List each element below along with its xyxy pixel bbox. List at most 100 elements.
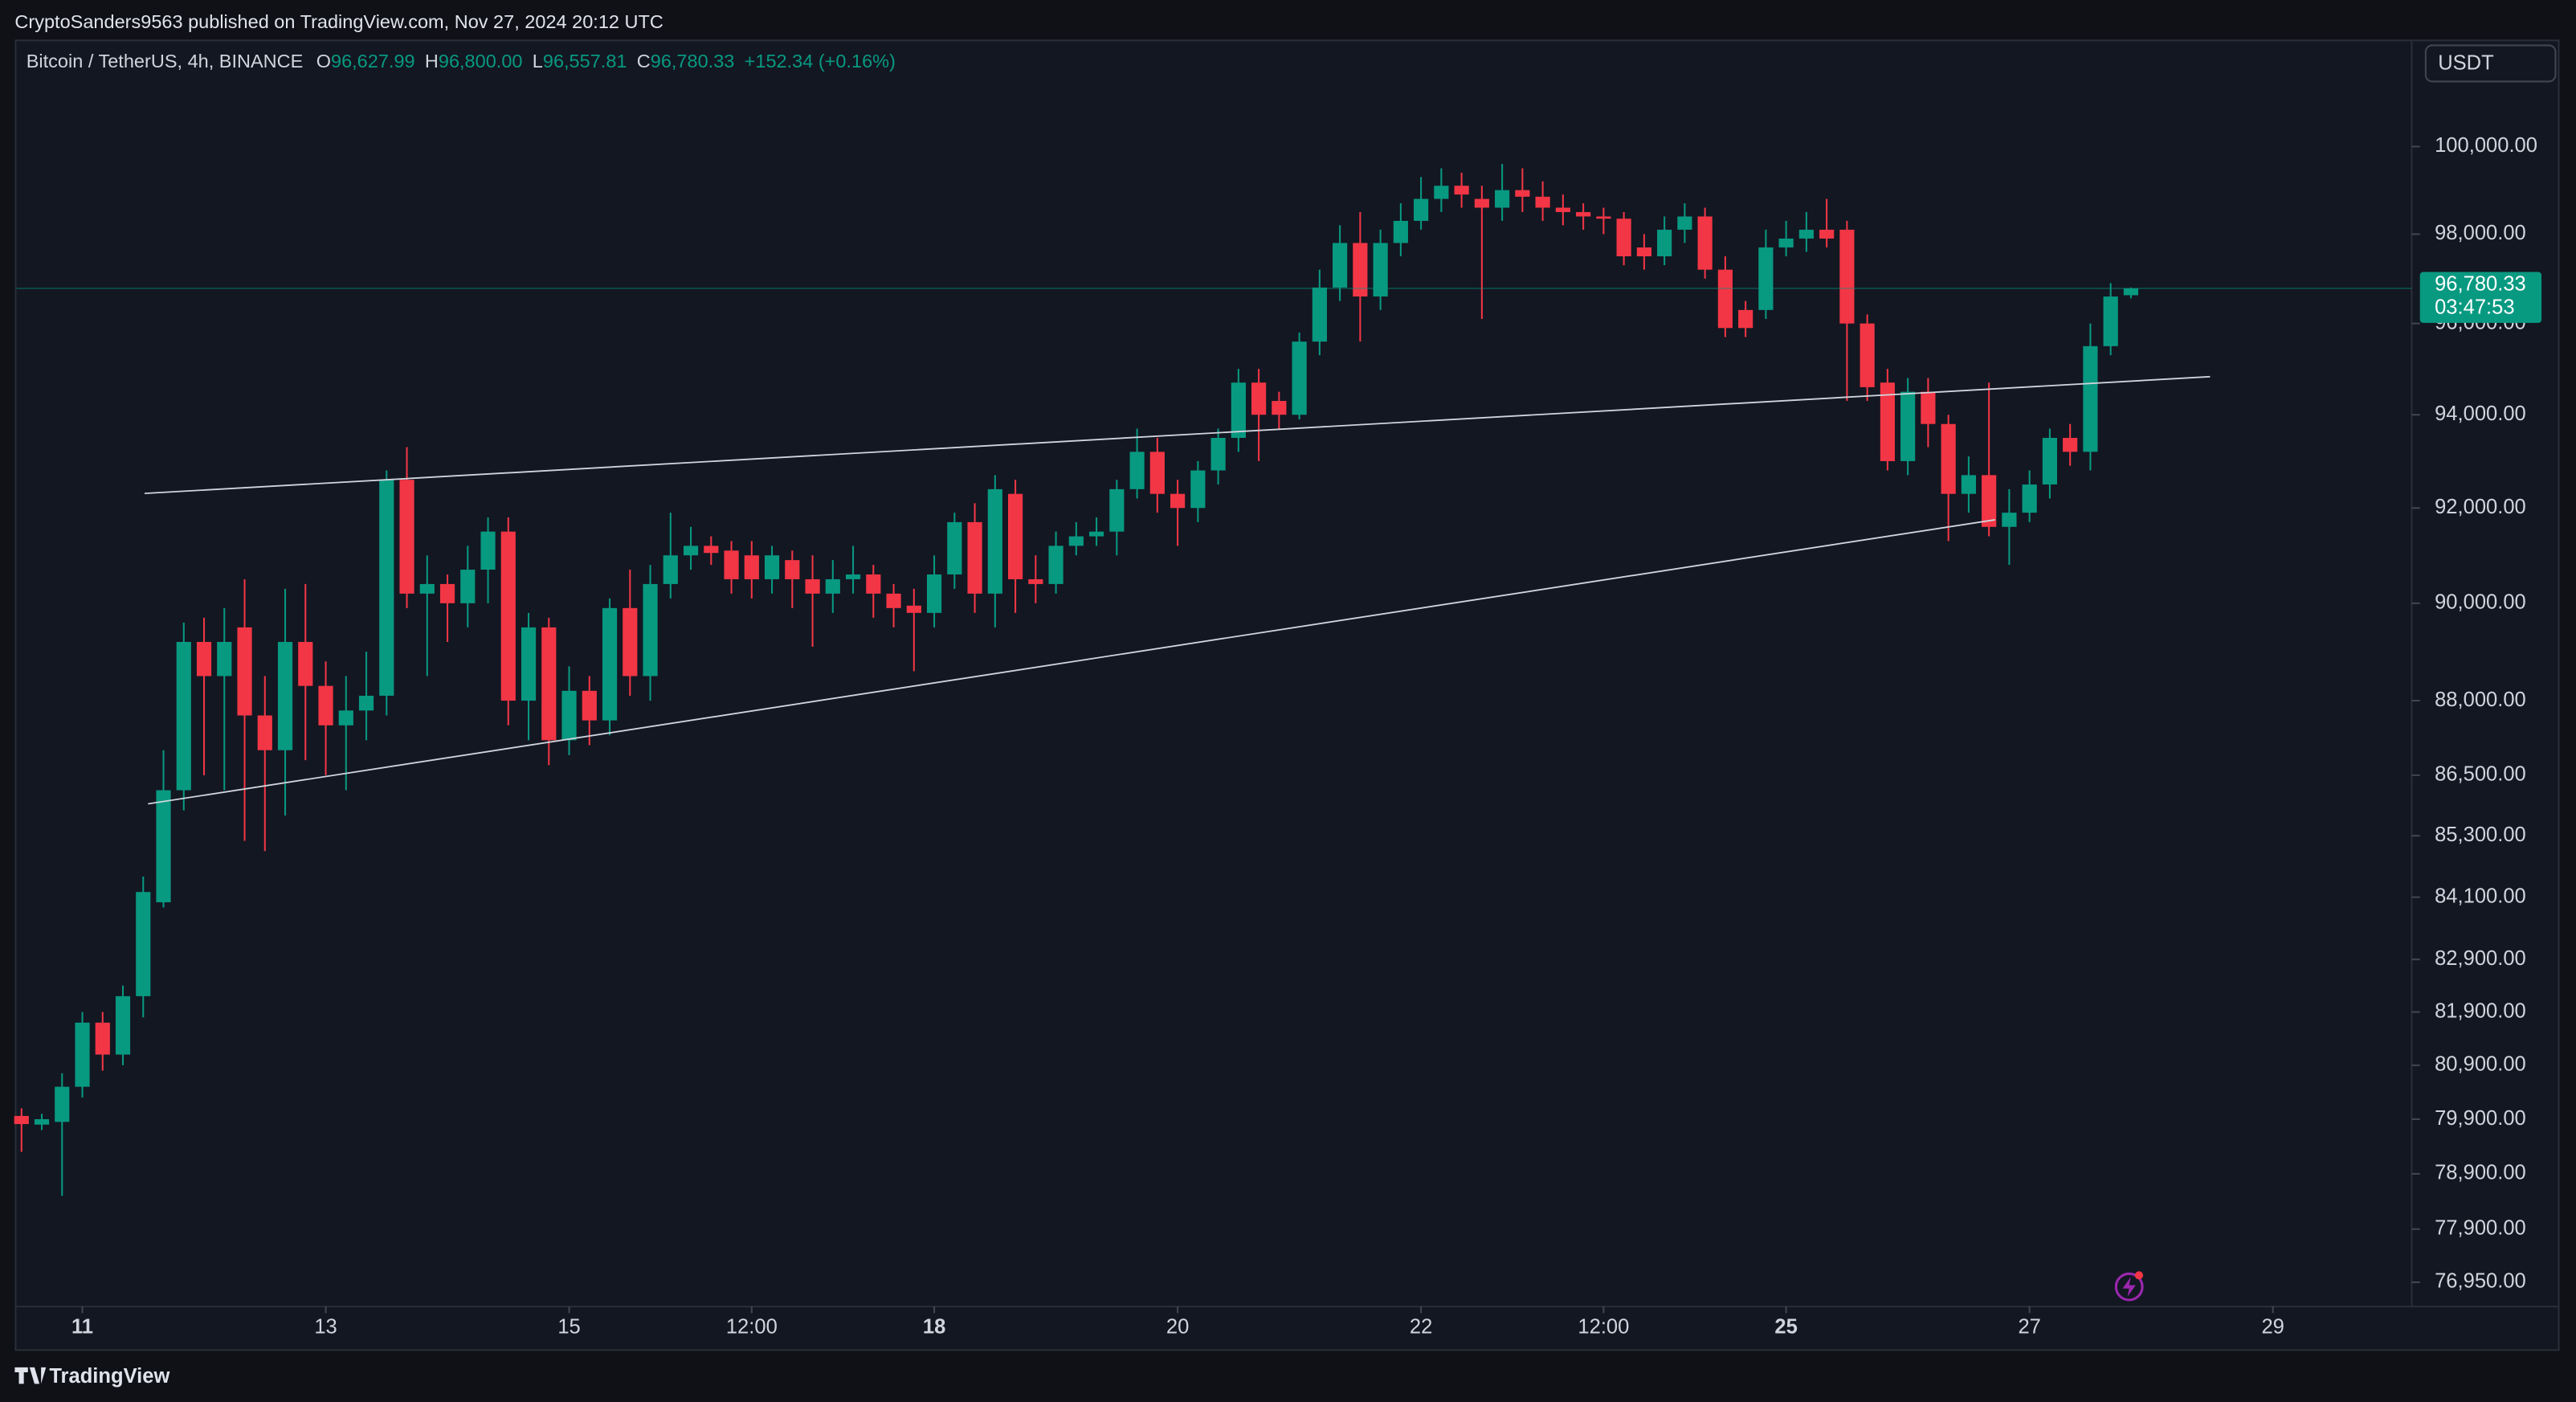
candle-body <box>521 627 537 701</box>
candle-body <box>704 546 719 554</box>
published-line: CryptoSanders9563 published on TradingVi… <box>14 11 663 32</box>
candle-body <box>1758 247 1774 310</box>
ohlc-value: 96,627.99 <box>331 51 415 72</box>
candle-body <box>1495 190 1510 208</box>
candle-body <box>866 574 881 594</box>
candle-body <box>2083 345 2098 452</box>
candle-body <box>805 578 820 594</box>
candle-body <box>1900 391 1916 461</box>
candle-body <box>1170 493 1186 509</box>
candle-body <box>1353 243 1368 297</box>
candle-body <box>1373 243 1388 297</box>
y-tick-label: 94,000.00 <box>2435 403 2526 425</box>
candle-body <box>196 641 212 676</box>
candle-body <box>1717 269 1733 329</box>
x-tick-label: 27 <box>2018 1316 2040 1339</box>
candle-body <box>1109 488 1125 532</box>
candle-body <box>1068 536 1084 546</box>
candle-body <box>115 995 131 1055</box>
candle-body <box>785 560 800 579</box>
brand <box>14 1367 47 1384</box>
candle-body <box>1961 475 1976 494</box>
candle-body <box>1596 216 1611 219</box>
legend: Bitcoin / TetherUS, 4h, BINANCE O96,627.9… <box>27 51 896 72</box>
candle-body <box>1292 341 1307 415</box>
candle-body <box>947 521 962 574</box>
currency-button[interactable] <box>2424 44 2557 83</box>
candle-body <box>1414 198 1429 221</box>
candle-body <box>1880 382 1895 461</box>
candle-body <box>1048 546 1063 584</box>
currency-label[interactable]: USDT <box>2438 52 2494 75</box>
candle-body <box>439 583 455 603</box>
x-tick-label: 13 <box>314 1316 337 1339</box>
candle-body <box>55 1086 70 1122</box>
candle-body <box>1839 229 1855 324</box>
candle-body <box>358 695 374 711</box>
candle-body <box>156 790 171 903</box>
x-tick-label: 29 <box>2261 1316 2284 1339</box>
y-tick-label: 98,000.00 <box>2435 222 2526 244</box>
candle-body <box>602 607 618 721</box>
candle-body <box>480 531 496 570</box>
candle-body <box>1555 207 1570 212</box>
y-tick-label: 86,500.00 <box>2435 763 2526 786</box>
candle-body <box>318 685 333 726</box>
candle-body <box>1778 238 1794 247</box>
candle-body <box>1149 452 1165 494</box>
candle-body <box>1251 382 1267 415</box>
chart-frame <box>14 39 2560 1351</box>
candle-body <box>886 593 901 608</box>
x-tick-label: 11 <box>71 1316 93 1339</box>
symbol-title: Bitcoin / TetherUS, 4h, BINANCE <box>27 51 304 72</box>
candle-body <box>744 555 759 579</box>
candle-body <box>541 627 557 741</box>
candle-body <box>1819 229 1835 239</box>
candle-body <box>1312 287 1327 342</box>
y-tick-label: 78,900.00 <box>2435 1162 2526 1184</box>
candle-body <box>683 546 699 556</box>
candle-body <box>1616 219 1631 257</box>
ohlc-value: 96,557.81 <box>543 51 627 72</box>
candle-body <box>1860 323 1875 387</box>
candle-body <box>298 641 313 686</box>
candle-body <box>1393 220 1408 243</box>
candle-body <box>2002 513 2017 527</box>
candle-body <box>1028 578 1043 584</box>
ohlc-key: C <box>637 51 651 72</box>
y-tick-label: 81,900.00 <box>2435 999 2526 1022</box>
candle-body <box>623 607 638 676</box>
candle-body <box>2063 438 2078 452</box>
candle-body <box>582 690 597 721</box>
y-tick-label: 79,900.00 <box>2435 1107 2526 1130</box>
brand-name: TradingView <box>49 1365 169 1388</box>
lightning-icon <box>2114 1271 2144 1302</box>
last-price-box <box>2419 272 2542 323</box>
candle-body <box>1007 493 1023 579</box>
ohlc-key: O <box>316 51 331 72</box>
y-tick-label: 80,900.00 <box>2435 1053 2526 1076</box>
y-tick-label: 92,000.00 <box>2435 496 2526 518</box>
candle-body <box>95 1022 110 1055</box>
candle-body <box>1434 186 1449 199</box>
candle-body <box>500 531 516 701</box>
candle-body <box>926 574 942 613</box>
countdown: 03:47:53 <box>2435 296 2514 318</box>
candle-body <box>987 488 1002 594</box>
candle-body <box>277 641 293 750</box>
y-tick-label: 85,300.00 <box>2435 824 2526 846</box>
y-tick-label: 100,000.00 <box>2435 134 2537 157</box>
x-tick-label: 20 <box>1166 1316 1189 1339</box>
candle-body <box>764 555 780 579</box>
candle-body <box>399 480 414 594</box>
x-tick-label: 22 <box>1410 1316 1432 1339</box>
candle-body <box>1129 452 1145 489</box>
candle-body <box>1272 401 1287 415</box>
candle-body <box>1798 229 1814 239</box>
candle-body <box>379 480 394 696</box>
candle-body <box>1474 198 1489 208</box>
x-tick-label: 12:00 <box>726 1316 778 1339</box>
last-price-label: 96,780.33 <box>2435 273 2526 296</box>
